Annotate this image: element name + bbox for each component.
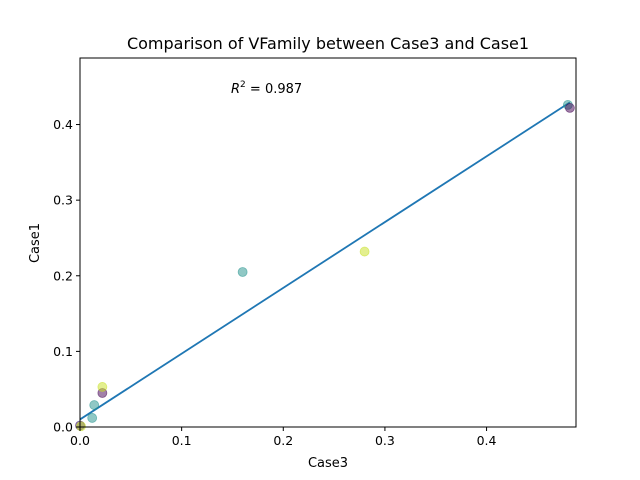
r-squared-value: = 0.987 <box>246 82 302 97</box>
plot-frame <box>79 57 577 428</box>
data-point <box>87 413 98 423</box>
y-tick-label: 0.4 <box>53 117 73 132</box>
y-axis: 0.0 0.1 0.2 0.3 0.4 <box>53 117 80 435</box>
x-axis-label: Case3 <box>308 456 348 471</box>
r-squared-exponent: 2 <box>240 80 246 90</box>
data-point <box>89 400 100 410</box>
r-squared-annotation: R2 = 0.987 <box>231 80 302 97</box>
data-point <box>237 267 248 277</box>
regression-line <box>79 101 571 421</box>
x-tick-label: 0.2 <box>273 433 293 448</box>
y-tick-label: 0.2 <box>53 268 73 283</box>
x-axis: 0.0 0.1 0.2 0.3 0.4 <box>70 427 497 448</box>
r-squared-symbol: R <box>231 82 240 97</box>
data-point <box>97 382 108 392</box>
x-tick-label: 0.4 <box>477 433 497 448</box>
y-tick-label: 0.0 <box>53 420 73 435</box>
data-point <box>565 103 575 113</box>
y-tick-label: 0.3 <box>53 193 73 208</box>
data-point <box>359 246 370 257</box>
y-tick-label: 0.1 <box>53 344 73 359</box>
plot-area <box>75 99 575 432</box>
x-tick-label: 0.3 <box>375 433 395 448</box>
y-axis-label: Case1 <box>28 223 43 263</box>
x-tick-label: 0.0 <box>70 433 90 448</box>
x-tick-label: 0.1 <box>172 433 192 448</box>
chart-title: Comparison of VFamily between Case3 and … <box>127 34 529 53</box>
data-point <box>76 421 86 432</box>
